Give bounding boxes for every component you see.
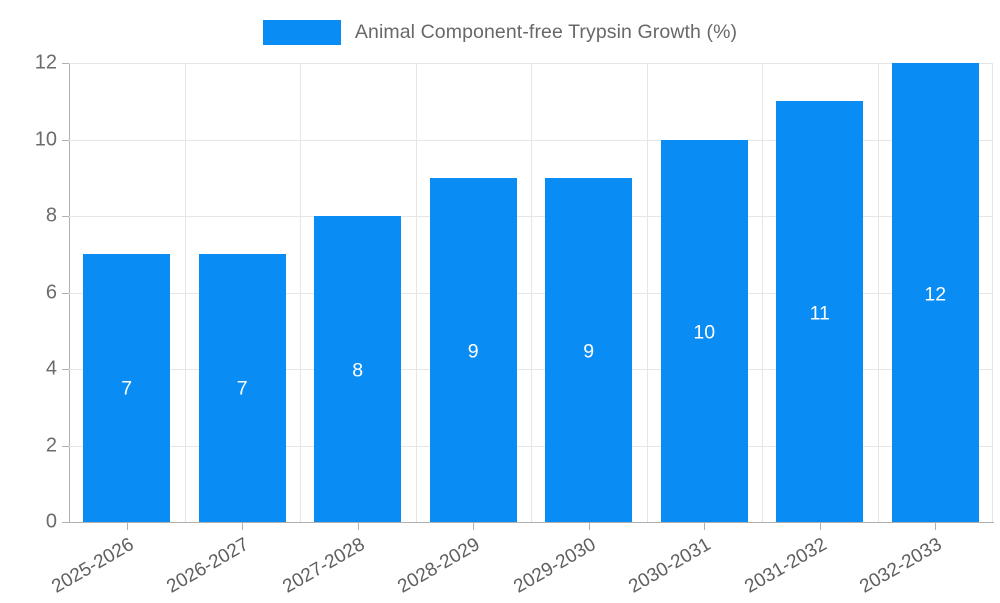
- y-axis-tick-label: 8: [45, 204, 57, 227]
- x-axis-tick-label: 2027-2028: [279, 534, 369, 598]
- x-axis-tick-mark: [127, 523, 128, 530]
- x-axis-tick-mark: [820, 523, 821, 530]
- y-axis-tick-mark: [62, 216, 69, 217]
- bar-value-label: 7: [236, 377, 248, 400]
- y-axis-tick-mark: [62, 63, 69, 64]
- gridline-vertical: [878, 63, 879, 522]
- bar[interactable]: 7: [198, 254, 286, 522]
- bar-value-label: 11: [809, 302, 830, 325]
- gridline-vertical: [300, 63, 301, 522]
- x-axis-tick-label: 2026-2027: [163, 534, 253, 598]
- y-axis-tick-label: 2: [45, 434, 57, 456]
- gridline-vertical: [185, 63, 186, 522]
- bar[interactable]: 9: [429, 177, 517, 522]
- y-axis-tick-mark: [62, 139, 69, 141]
- x-axis-tick-label: 2029-2030: [510, 534, 600, 598]
- bar-value-label: 10: [693, 321, 716, 344]
- legend-item-animal-component-free-trypsin-growth[interactable]: Animal Component-free Trypsin Growth (%): [262, 19, 738, 45]
- y-axis-tick-mark: [62, 522, 69, 523]
- gridline-vertical: [531, 63, 532, 522]
- gridline-vertical: [416, 63, 417, 522]
- y-axis-tick-label: 0: [45, 510, 57, 533]
- bar-value-label: 12: [924, 283, 947, 306]
- legend-color-swatch-icon: [262, 19, 341, 45]
- bar[interactable]: 7: [83, 254, 171, 522]
- x-axis-tick-label: 2032-2033: [856, 534, 946, 598]
- legend-item-label: Animal Component-free Trypsin Growth (%): [354, 20, 738, 43]
- gridline-vertical: [762, 63, 763, 522]
- bar-value-label: 7: [121, 377, 133, 400]
- y-axis-tick-label: 12: [34, 51, 57, 74]
- bar[interactable]: 11: [776, 101, 864, 522]
- y-axis-tick-mark: [62, 369, 69, 370]
- gridline-vertical: [647, 63, 648, 522]
- x-axis-tick-label: 2031-2032: [741, 534, 831, 598]
- bar-value-label: 9: [467, 340, 479, 363]
- bar-value-label: 9: [583, 340, 595, 363]
- bar[interactable]: 10: [660, 139, 748, 522]
- gridline-vertical: [992, 63, 993, 522]
- y-axis-tick-label: 6: [45, 281, 57, 303]
- x-axis-tick-mark: [704, 523, 705, 530]
- x-axis-tick-mark: [935, 523, 936, 530]
- x-axis-tick-mark: [473, 523, 474, 530]
- y-axis-tick-mark: [62, 445, 69, 447]
- bar[interactable]: 12: [891, 63, 979, 522]
- y-axis-tick-label: 10: [34, 128, 57, 150]
- y-axis-tick-label: 4: [45, 357, 57, 380]
- gridline-horizontal: [69, 522, 993, 523]
- x-axis-tick-mark: [589, 523, 590, 530]
- bar-value-label: 8: [352, 359, 364, 382]
- x-axis-tick-label: 2028-2029: [394, 534, 484, 598]
- plot-area: 7 7 8 9 9 10 11 12: [69, 63, 993, 522]
- y-axis-tick-mark: [62, 292, 69, 294]
- x-axis-tick-label: 2025-2026: [48, 534, 138, 598]
- x-axis-tick-label: 2030-2031: [625, 534, 715, 598]
- chart-legend: Animal Component-free Trypsin Growth (%): [0, 12, 1000, 52]
- bar[interactable]: 9: [545, 177, 633, 522]
- bar[interactable]: 8: [314, 216, 402, 522]
- x-axis-tick-mark: [358, 523, 359, 530]
- x-axis-line: [69, 522, 994, 523]
- x-axis-tick-mark: [242, 523, 243, 530]
